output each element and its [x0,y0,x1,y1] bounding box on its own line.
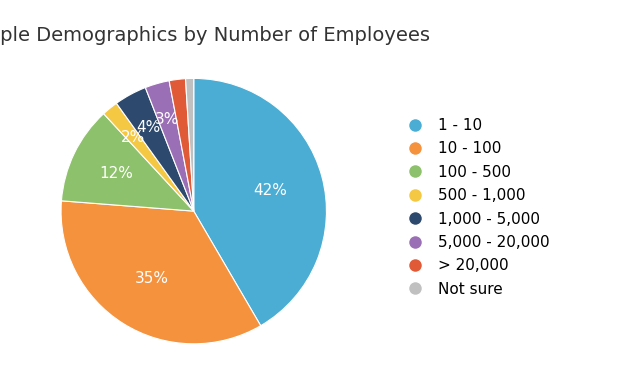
Text: 3%: 3% [155,112,179,127]
Text: Sample Demographics by Number of Employees: Sample Demographics by Number of Employe… [0,26,430,45]
Wedge shape [104,103,194,211]
Text: 2%: 2% [121,130,146,145]
Text: 12%: 12% [99,166,133,181]
Text: 4%: 4% [136,120,160,135]
Text: 35%: 35% [134,271,169,286]
Text: 42%: 42% [254,183,288,198]
Wedge shape [61,201,261,344]
Wedge shape [169,79,194,211]
Wedge shape [194,78,326,326]
Wedge shape [116,87,194,211]
Legend: 1 - 10, 10 - 100, 100 - 500, 500 - 1,000, 1,000 - 5,000, 5,000 - 20,000, > 20,00: 1 - 10, 10 - 100, 100 - 500, 500 - 1,000… [395,113,554,301]
Wedge shape [61,114,194,211]
Wedge shape [146,81,194,211]
Wedge shape [186,78,194,211]
